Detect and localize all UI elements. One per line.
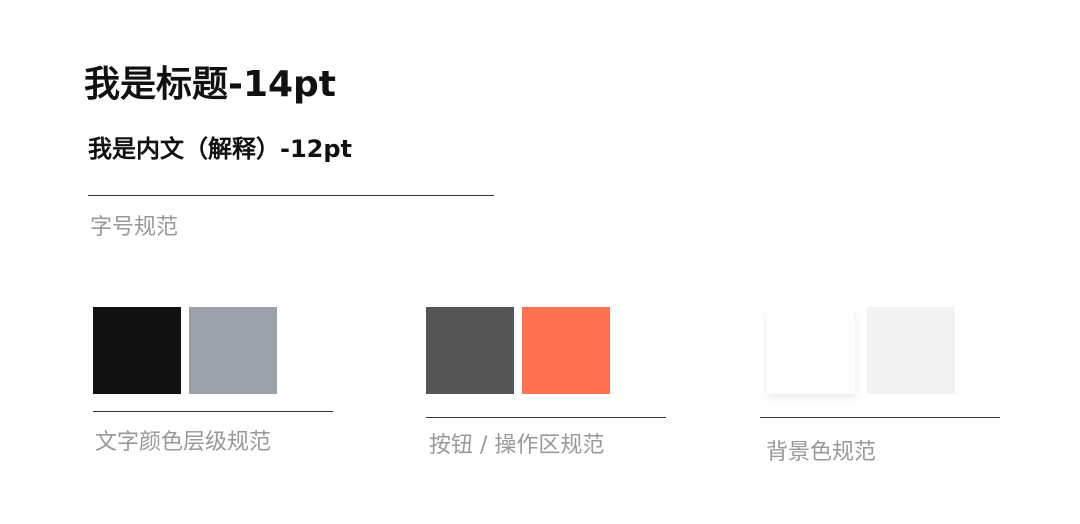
text-color-caption: 文字颜色层级规范	[95, 430, 272, 455]
background-color-swatch-light-gray	[867, 307, 955, 394]
button-color-caption: 按钮 / 操作区规范	[429, 433, 605, 458]
body-text-sample: 我是内文（解释）-12pt	[88, 135, 353, 163]
button-color-divider	[426, 417, 666, 418]
font-spec-divider	[88, 195, 494, 196]
background-color-swatch-white	[767, 307, 855, 394]
background-color-divider	[760, 417, 1000, 418]
text-color-divider	[93, 411, 333, 412]
font-spec-caption: 字号规范	[90, 215, 179, 240]
button-color-swatch-accent	[522, 307, 610, 394]
text-color-swatch-primary	[93, 307, 181, 394]
button-color-swatch-dark	[426, 307, 514, 394]
background-color-caption: 背景色规范	[766, 440, 877, 465]
heading-sample: 我是标题-14pt	[84, 64, 337, 105]
text-color-swatch-secondary	[189, 307, 277, 394]
